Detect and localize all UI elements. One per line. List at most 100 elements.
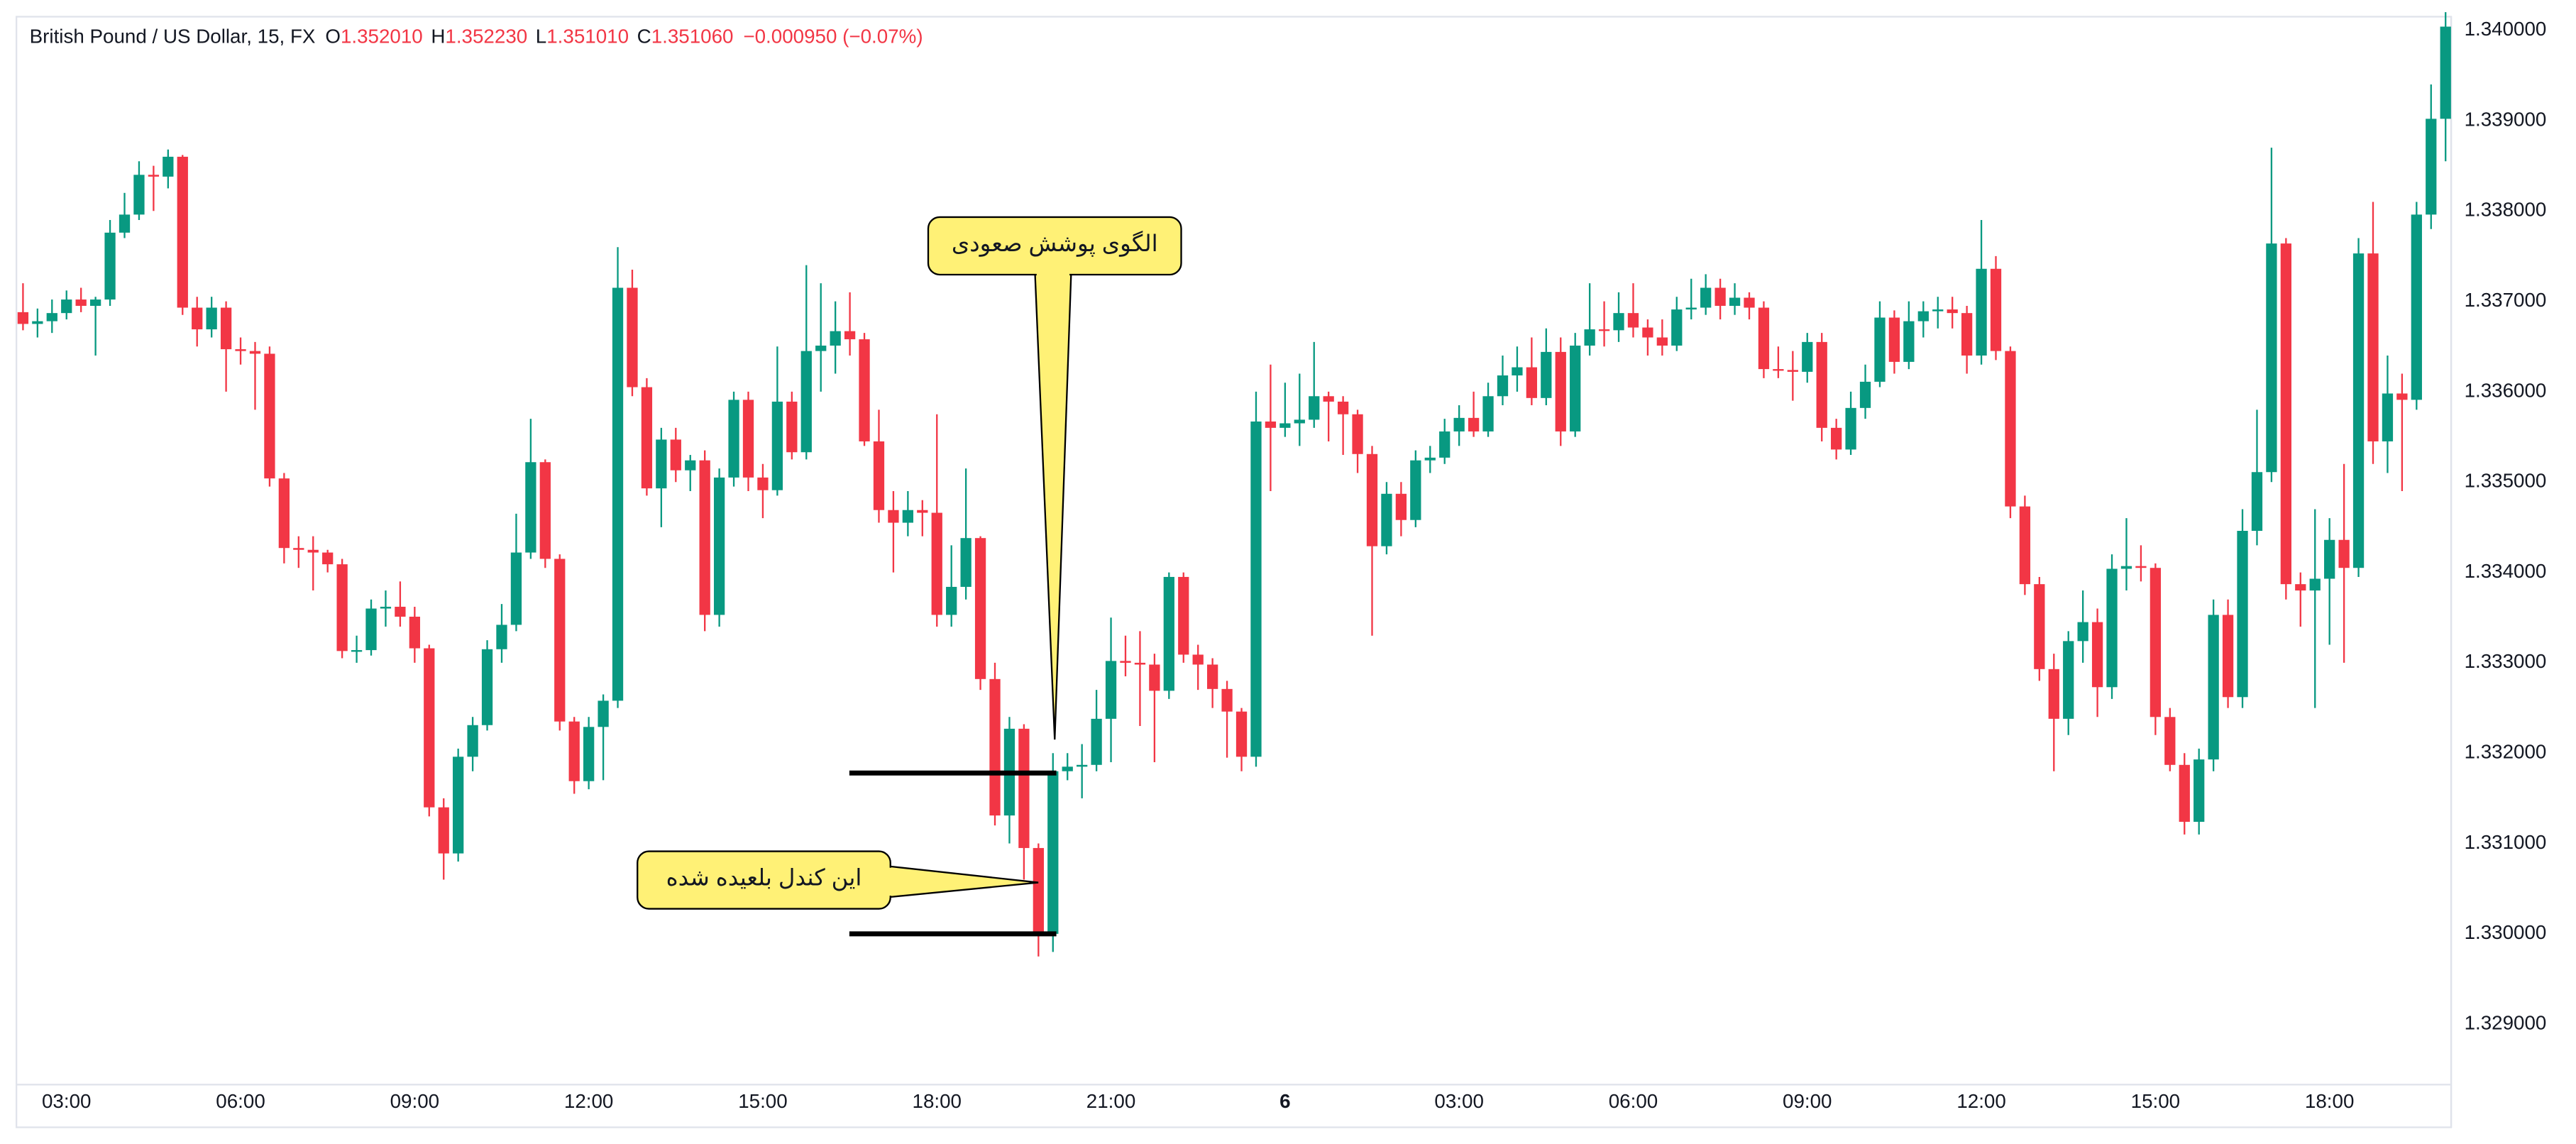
candle-body (1613, 313, 1624, 331)
candle-body (1294, 419, 1305, 424)
candle-body (2194, 759, 2205, 823)
candle-body (2266, 243, 2277, 473)
candle-body (1482, 396, 1494, 431)
header-key: H (431, 26, 445, 48)
candle-body (917, 510, 928, 513)
candle-body (293, 548, 304, 550)
candle-body (1381, 493, 1392, 546)
candle-body (2135, 566, 2147, 568)
x-tick-label: 21:00 (1086, 1090, 1135, 1112)
header-change: −0.000950 (−0.07%) (743, 26, 923, 48)
candle-body (786, 401, 798, 453)
candle-body (815, 345, 827, 351)
candle-body (2367, 253, 2379, 441)
candle-body (1787, 370, 1798, 372)
candle-body (2164, 717, 2176, 765)
header-value: 1.352230 (445, 26, 527, 48)
candle-body (481, 649, 493, 725)
candle-body (1874, 317, 1886, 382)
candle-body (1192, 654, 1204, 665)
candle-body (1033, 847, 1044, 934)
candle-body (46, 313, 57, 321)
candle-body (525, 462, 536, 553)
candle-body (1990, 268, 2002, 351)
callout-text: الگوی پوشش صعودی (952, 230, 1158, 257)
candle-body (163, 156, 174, 177)
x-tick-label: 03:00 (1434, 1090, 1483, 1112)
candle-body (1961, 313, 1973, 356)
y-tick-label: 1.332000 (2465, 741, 2547, 763)
candle-body (307, 549, 319, 553)
candle-body (148, 175, 160, 177)
x-tick-label: 06:00 (1609, 1090, 1658, 1112)
candle-body (800, 351, 812, 453)
y-tick-label: 1.334000 (2465, 560, 2547, 582)
candle-body (1352, 414, 1363, 454)
candle-body (351, 650, 363, 652)
candle-body (424, 648, 435, 808)
candle-body (1120, 661, 1131, 663)
candle-body (1598, 329, 1610, 331)
y-tick-label: 1.336000 (2465, 379, 2547, 401)
candle-body (1149, 664, 1160, 691)
candle-body (1700, 287, 1712, 308)
candle-body (1309, 396, 1320, 420)
candle-body (1744, 297, 1755, 308)
candle-body (2150, 568, 2162, 717)
candle-body (1366, 453, 1378, 546)
candle-body (496, 625, 507, 649)
candle-body (264, 353, 275, 479)
candle-body (453, 757, 464, 854)
x-tick-label: 12:00 (564, 1090, 613, 1112)
candle-body (873, 441, 885, 510)
candle-body (2309, 578, 2321, 591)
x-tick-label: 09:00 (1783, 1090, 1832, 1112)
candle-body (2208, 615, 2219, 760)
candle-body (1062, 766, 1073, 771)
candle-body (17, 312, 29, 324)
candle-body (2077, 622, 2088, 642)
candle-body (2237, 531, 2248, 698)
candle-body (1932, 309, 1944, 312)
candle-body (365, 608, 377, 651)
candle-body (2179, 764, 2190, 823)
candle-body (2222, 615, 2234, 698)
candle-body (728, 400, 739, 478)
candle-body (1526, 367, 1538, 398)
candle-body (1178, 576, 1189, 655)
candle-body (742, 400, 754, 478)
candle-body (2426, 119, 2437, 215)
candle-body (1497, 375, 1509, 397)
candle-body (206, 307, 217, 330)
candle-body (438, 807, 449, 854)
chart-header: British Pound / US Dollar, 15, FX O1.3520… (30, 26, 923, 48)
candle-body (2440, 26, 2451, 119)
candle-body (104, 232, 116, 300)
x-tick-label: 06:00 (216, 1090, 265, 1112)
candle-body (409, 616, 420, 649)
candle-body (510, 552, 522, 625)
candle-body (1395, 493, 1407, 520)
candle-body (931, 512, 942, 615)
candle-body (2396, 393, 2408, 400)
level-lines (849, 770, 1057, 937)
candle-body (32, 321, 43, 324)
candle-body (627, 287, 638, 387)
candle-body (1729, 297, 1741, 306)
x-tick-label: 03:00 (42, 1090, 91, 1112)
candle-body (249, 351, 261, 354)
candle-body (133, 175, 145, 215)
y-tick-label: 1.329000 (2465, 1012, 2547, 1034)
candle-body (771, 401, 783, 490)
candle-body (2251, 472, 2263, 532)
candle-body (1337, 401, 1349, 414)
candle-body (699, 460, 710, 615)
candle-body (1627, 313, 1639, 328)
candle-body (1845, 407, 1856, 450)
candle-body (641, 387, 653, 489)
callout-joint (1036, 270, 1070, 277)
candle-body (1453, 417, 1465, 431)
candle-body (1903, 321, 1915, 362)
x-tick-label: 12:00 (1956, 1090, 2005, 1112)
